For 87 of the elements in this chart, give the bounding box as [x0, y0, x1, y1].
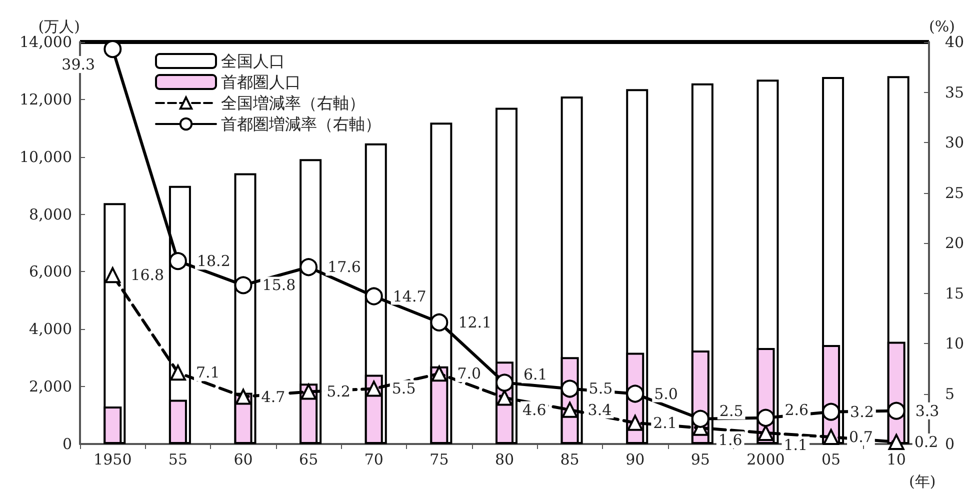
legend-label: 首都圏人口 [221, 72, 301, 92]
x-tick-label: 55 [168, 450, 188, 468]
point [691, 410, 710, 428]
data-label: 5.0 [654, 384, 678, 403]
data-label: 16.8 [130, 266, 164, 284]
y-tick-label: 2,000 [29, 378, 72, 396]
data-label: 3.3 [915, 402, 940, 420]
point [496, 374, 514, 392]
point [627, 414, 644, 431]
data-label: 1.1 [784, 436, 808, 454]
x-tick-label: 75 [430, 450, 449, 468]
legend-label: 首都圏増減率（右軸） [221, 114, 381, 134]
y2-tick-label: 10 [945, 334, 964, 352]
x-axis-title: (年) [909, 472, 936, 490]
data-label: 1.6 [718, 430, 742, 449]
y2-tick-label: 5 [945, 384, 955, 403]
y-tick-label: 6,000 [29, 262, 72, 281]
point [300, 384, 317, 400]
x-tick-label: 05 [821, 450, 841, 468]
point [887, 402, 906, 420]
point [104, 267, 121, 284]
x-tick-label: 85 [560, 450, 580, 468]
data-label: 5.2 [326, 382, 350, 401]
x-tick-label: 70 [364, 450, 384, 468]
x-tick-label: 90 [626, 450, 645, 468]
point [626, 384, 644, 403]
point [430, 313, 448, 332]
x-tick-label: 60 [234, 450, 253, 468]
point [888, 434, 904, 450]
y-tick-label: 8,000 [29, 205, 72, 224]
y-tick-label: 0 [62, 435, 72, 453]
data-label: 7.0 [457, 364, 482, 383]
data-label: 4.7 [261, 388, 286, 406]
y-tick-label: 12,000 [20, 90, 72, 108]
data-label: 6.1 [524, 366, 548, 384]
data-label: 39.3 [62, 56, 96, 74]
y-tick-label: 14,000 [20, 33, 72, 51]
y2-tick-label: 0 [945, 435, 955, 453]
data-label: 18.2 [196, 252, 230, 270]
data-label: 2.1 [653, 414, 677, 432]
data-label: 0.7 [849, 428, 873, 446]
data-label: 3.4 [588, 400, 612, 419]
data-label: 4.6 [522, 400, 546, 419]
data-label: 17.6 [328, 258, 361, 276]
data-label: 12.1 [458, 313, 492, 332]
y2-tick-label: 15 [945, 284, 964, 302]
data-label: 7.1 [196, 364, 220, 382]
x-tick-label: 80 [494, 450, 514, 468]
x-tick-label: 1950 [94, 450, 132, 468]
point [235, 388, 252, 405]
y-tick-label: 10,000 [20, 148, 72, 166]
point [560, 380, 579, 398]
x-tick-label: 95 [690, 450, 710, 468]
legend-label: 全国人口 [221, 52, 285, 70]
data-label: 2.6 [784, 400, 809, 419]
point [758, 424, 774, 441]
x-tick-label: 10 [886, 450, 906, 468]
data-label: 2.5 [719, 402, 744, 420]
point [170, 364, 186, 381]
y2-tick-label: 40 [945, 33, 964, 51]
point [168, 252, 187, 270]
y2-tick-label: 30 [945, 134, 964, 152]
point [496, 390, 512, 406]
y2-tick-label: 35 [945, 83, 964, 102]
point [823, 428, 840, 445]
x-tick-label: 2000 [746, 450, 785, 468]
point [562, 402, 578, 418]
y2-tick-label: 25 [945, 184, 964, 202]
data-label: 14.7 [392, 287, 426, 306]
point [756, 408, 775, 427]
data-label: 15.8 [262, 276, 296, 294]
legend-label: 全国増減率（右軸） [221, 94, 365, 112]
point [822, 402, 840, 421]
y2-tick-label: 20 [945, 234, 964, 252]
point [300, 258, 318, 276]
y-tick-label: 4,000 [29, 320, 72, 338]
point [366, 380, 382, 397]
data-label: 0.2 [914, 432, 938, 451]
data-label: 5.5 [588, 380, 613, 398]
y2-axis-title: (%) [929, 18, 955, 36]
data-label: 3.2 [850, 402, 874, 421]
x-tick-label: 65 [299, 450, 318, 468]
point [234, 276, 252, 294]
point [431, 366, 448, 382]
data-label: 5.5 [392, 380, 416, 398]
point [364, 287, 383, 306]
y-axis-title: (万人) [38, 18, 80, 36]
